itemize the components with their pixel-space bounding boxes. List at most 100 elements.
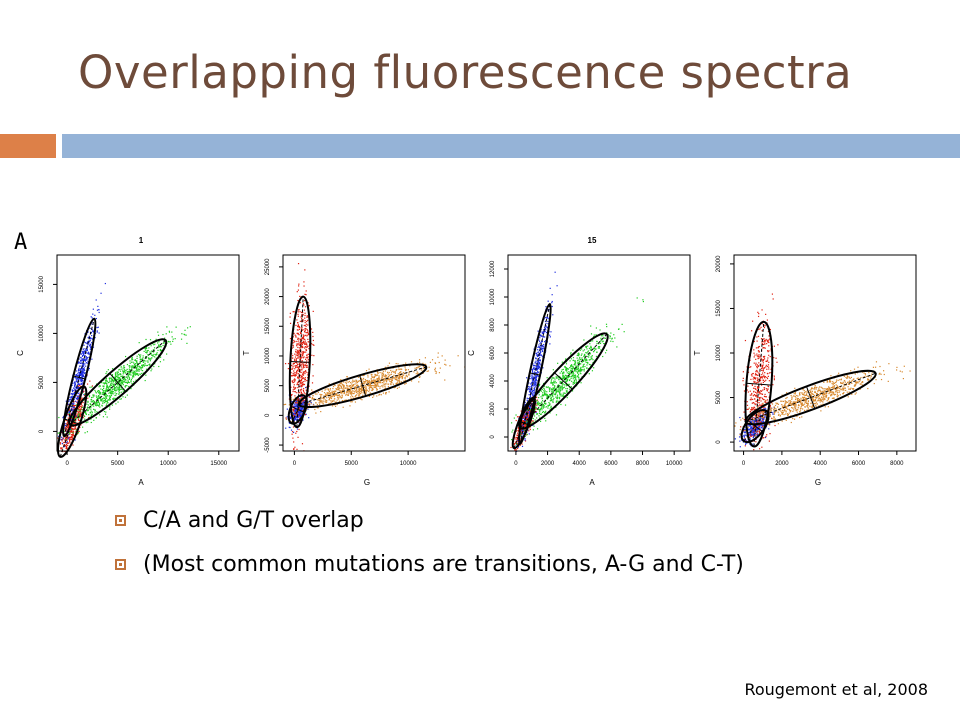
data-point [307, 374, 309, 376]
data-point [397, 377, 400, 380]
data-point [589, 343, 591, 345]
data-point [358, 395, 360, 397]
data-point [152, 351, 154, 353]
data-point [302, 410, 304, 412]
data-point [304, 321, 306, 324]
data-point [137, 368, 139, 370]
data-point [302, 367, 304, 369]
data-point [90, 347, 92, 349]
data-point [80, 408, 82, 410]
data-point [78, 430, 80, 433]
data-point [61, 447, 63, 449]
data-point [83, 390, 85, 392]
data-point [306, 360, 308, 362]
data-point [381, 374, 383, 376]
data-point [581, 357, 583, 359]
data-point [537, 361, 539, 363]
data-point [115, 376, 117, 379]
data-point [80, 399, 83, 401]
data-point [538, 366, 541, 368]
data-point [305, 393, 307, 395]
data-point [86, 357, 89, 359]
data-point [130, 372, 132, 374]
data-point [116, 392, 118, 395]
data-point [320, 410, 322, 413]
data-point [333, 400, 335, 402]
data-point [70, 426, 72, 429]
data-point [87, 406, 89, 408]
data-point [365, 389, 367, 391]
data-point [569, 367, 571, 369]
data-point [527, 419, 529, 421]
data-point [82, 426, 84, 428]
data-point [81, 372, 83, 374]
data-point [434, 362, 436, 364]
data-point [135, 368, 138, 370]
data-point [295, 404, 297, 406]
data-point [83, 359, 85, 362]
data-point [120, 375, 122, 377]
data-point [293, 341, 295, 343]
y-axis-label: T [242, 350, 251, 355]
data-point [85, 362, 87, 364]
ellipse-minor-axis [73, 375, 86, 380]
data-point [295, 354, 297, 356]
data-point [351, 401, 353, 403]
data-point [63, 446, 66, 448]
data-point [303, 335, 305, 337]
data-point [374, 375, 376, 377]
data-point [118, 376, 120, 379]
data-point [77, 399, 79, 401]
data-point [145, 357, 147, 360]
data-point [70, 436, 72, 439]
panel-letter: A [14, 230, 28, 255]
data-point [113, 386, 115, 388]
data-point [335, 393, 338, 395]
data-point [533, 364, 535, 367]
data-point [317, 391, 319, 394]
data-point [110, 389, 112, 391]
data-point [365, 393, 367, 395]
data-point [80, 406, 82, 408]
data-point [586, 348, 588, 350]
data-point [401, 368, 403, 370]
data-point [78, 373, 81, 375]
data-point [77, 372, 79, 374]
data-point [371, 379, 373, 382]
data-point [304, 331, 306, 333]
data-point [307, 353, 309, 355]
data-point [363, 389, 366, 391]
data-point [96, 398, 98, 401]
data-point [67, 427, 69, 429]
data-point [384, 387, 386, 389]
data-point [84, 369, 86, 372]
data-point [146, 351, 148, 353]
data-point [135, 366, 138, 368]
data-point [296, 353, 298, 355]
data-point [536, 355, 539, 358]
data-point [86, 403, 88, 405]
data-point [142, 361, 145, 363]
data-point [387, 365, 389, 367]
data-point [533, 388, 535, 390]
data-point [119, 385, 121, 387]
data-point [535, 407, 537, 409]
data-point [75, 374, 78, 377]
data-point [62, 416, 65, 418]
data-point [72, 432, 74, 435]
data-point [111, 390, 113, 392]
data-point [77, 375, 79, 377]
data-point [585, 351, 587, 354]
data-point [122, 381, 125, 383]
data-point [74, 384, 76, 386]
data-point [78, 383, 80, 385]
data-point [142, 357, 144, 359]
data-point [350, 386, 352, 388]
data-point [121, 382, 123, 384]
data-point [541, 332, 544, 334]
data-point [70, 434, 72, 436]
data-point [130, 374, 132, 376]
data-point [312, 364, 314, 366]
data-point [69, 442, 71, 444]
data-point [526, 377, 528, 379]
